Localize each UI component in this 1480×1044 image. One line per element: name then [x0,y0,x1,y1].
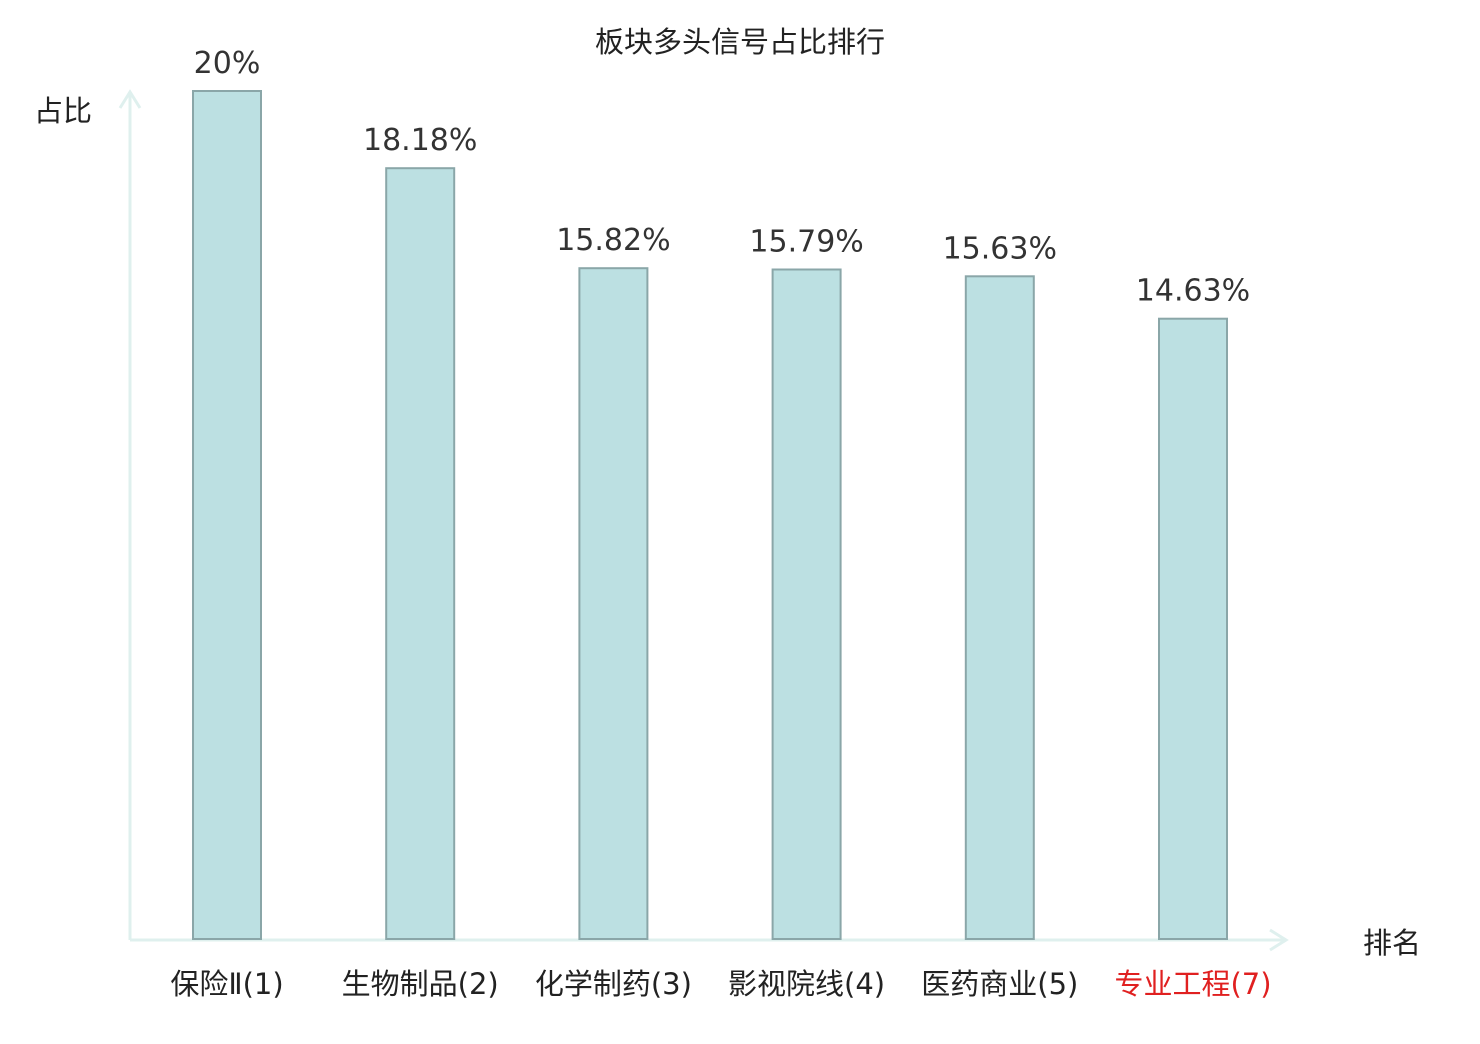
tick-labels-group: 保险Ⅱ(1) 生物制品(2) 化学制药(3) 影视院线(4) 医药商业(5) 专业工程(7… [170,967,1271,1001]
x-tick-label: 影视院线(4) [728,967,885,1001]
bar [578,267,649,940]
bar [964,275,1035,940]
x-axis: 排名 [130,926,1421,960]
bars-group [192,90,1228,940]
x-axis-arrow [1269,928,1289,952]
y-axis-label: 占比 [34,94,92,128]
y-axis-arrow [118,89,142,109]
bar [385,167,456,940]
data-label: 15.82% [556,223,670,258]
x-tick-label: 专业工程(7) [1114,967,1271,1001]
x-tick-label: 保险Ⅱ(1) [170,967,283,1001]
value-labels-group: 20% 18.18% 15.82% 15.79% 15.63% 14.63% [194,46,1251,309]
x-axis-label: 排名 [1363,926,1421,960]
data-label: 14.63% [1136,274,1250,309]
data-label: 15.79% [749,225,863,260]
data-label: 18.18% [363,123,477,158]
bar [771,268,842,940]
x-tick-label: 化学制药(3) [535,967,692,1001]
bar [192,90,262,940]
x-tick-label: 生物制品(2) [342,967,499,1001]
data-label: 20% [194,46,261,81]
x-tick-label: 医药商业(5) [921,967,1078,1001]
bar [1158,317,1228,940]
chart-title: 板块多头信号占比排行 [595,25,885,59]
data-label: 15.63% [943,231,1057,266]
y-axis: 占比 [34,89,142,940]
